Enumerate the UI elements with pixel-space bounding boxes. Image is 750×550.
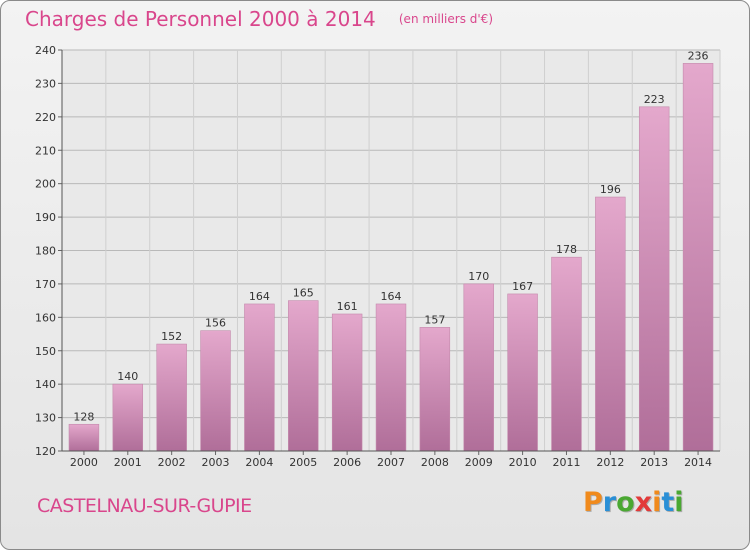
logo-letter: i bbox=[674, 487, 684, 518]
x-tick-label: 2001 bbox=[114, 456, 142, 469]
bar bbox=[507, 293, 538, 452]
bar bbox=[463, 283, 494, 452]
commune-name: CASTELNAU-SUR-GUPIE bbox=[37, 495, 252, 517]
x-tick-label: 2009 bbox=[465, 456, 493, 469]
x-tick-label: 2004 bbox=[245, 456, 273, 469]
x-tick-label: 2000 bbox=[70, 456, 98, 469]
value-label: 140 bbox=[117, 370, 138, 383]
x-tick-label: 2006 bbox=[333, 456, 361, 469]
y-tick-label: 220 bbox=[35, 111, 56, 124]
value-label: 156 bbox=[205, 317, 226, 330]
y-tick-label: 230 bbox=[35, 77, 56, 90]
x-tick-label: 2013 bbox=[640, 456, 668, 469]
value-label: 170 bbox=[468, 270, 489, 283]
value-label: 178 bbox=[556, 243, 577, 256]
y-tick-label: 120 bbox=[35, 445, 56, 458]
bar bbox=[595, 196, 626, 452]
value-label: 167 bbox=[512, 280, 533, 293]
bar-layer bbox=[68, 63, 714, 452]
value-label: 196 bbox=[600, 183, 621, 196]
y-tick-label: 160 bbox=[35, 311, 56, 324]
x-tick-label: 2014 bbox=[684, 456, 712, 469]
x-tick-label: 2012 bbox=[596, 456, 624, 469]
y-tick-label: 150 bbox=[35, 345, 56, 358]
x-tick-label: 2003 bbox=[202, 456, 230, 469]
x-tick-label: 2008 bbox=[421, 456, 449, 469]
bar bbox=[156, 343, 187, 452]
value-label: 236 bbox=[688, 49, 709, 62]
logo-letter: P bbox=[583, 487, 603, 518]
x-tick-label: 2007 bbox=[377, 456, 405, 469]
y-tick-label: 210 bbox=[35, 144, 56, 157]
bar bbox=[288, 300, 319, 452]
bar bbox=[200, 330, 231, 452]
x-tick-label: 2002 bbox=[158, 456, 186, 469]
y-tick-label: 190 bbox=[35, 211, 56, 224]
bar bbox=[112, 383, 144, 452]
value-label: 223 bbox=[644, 93, 665, 106]
bar bbox=[419, 327, 451, 452]
y-tick-label: 170 bbox=[35, 278, 56, 291]
y-tick-label: 240 bbox=[35, 44, 56, 57]
logo-letter: r bbox=[602, 487, 617, 518]
bar bbox=[375, 303, 407, 452]
axis-layer: 120 130 140 150 160 170 180 190 200 210 220 230 240 1… bbox=[35, 44, 720, 469]
y-tick-label: 130 bbox=[35, 412, 56, 425]
logo-letter: x bbox=[634, 487, 653, 518]
bar bbox=[638, 106, 670, 452]
chart-title: Charges de Personnel 2000 à 2014 bbox=[25, 7, 376, 31]
x-tick-label: 2011 bbox=[552, 456, 580, 469]
logo-letter: o bbox=[616, 487, 635, 518]
x-tick-label: 2005 bbox=[289, 456, 317, 469]
value-label: 161 bbox=[337, 300, 358, 313]
y-tick-label: 200 bbox=[35, 178, 56, 191]
bar bbox=[244, 303, 275, 452]
bar bbox=[682, 63, 714, 452]
value-label: 164 bbox=[249, 290, 270, 303]
bar bbox=[551, 256, 582, 452]
value-label: 157 bbox=[424, 313, 445, 326]
chart-subtitle: (en milliers d'€) bbox=[398, 12, 493, 26]
title-row: Charges de Personnel 2000 à 2014 (en mil… bbox=[25, 7, 493, 31]
value-label: 128 bbox=[73, 410, 94, 423]
logo-letter: i bbox=[652, 487, 662, 518]
y-tick-label: 180 bbox=[35, 245, 56, 258]
value-label: 164 bbox=[381, 290, 402, 303]
bar bbox=[331, 313, 363, 452]
value-label: 152 bbox=[161, 330, 182, 343]
logo-letter: t bbox=[661, 487, 675, 518]
x-tick-label: 2010 bbox=[509, 456, 537, 469]
value-label: 165 bbox=[293, 287, 314, 300]
y-tick-label: 140 bbox=[35, 378, 56, 391]
proxiti-logo[interactable]: Proxiti bbox=[583, 487, 684, 518]
bar bbox=[68, 423, 100, 452]
